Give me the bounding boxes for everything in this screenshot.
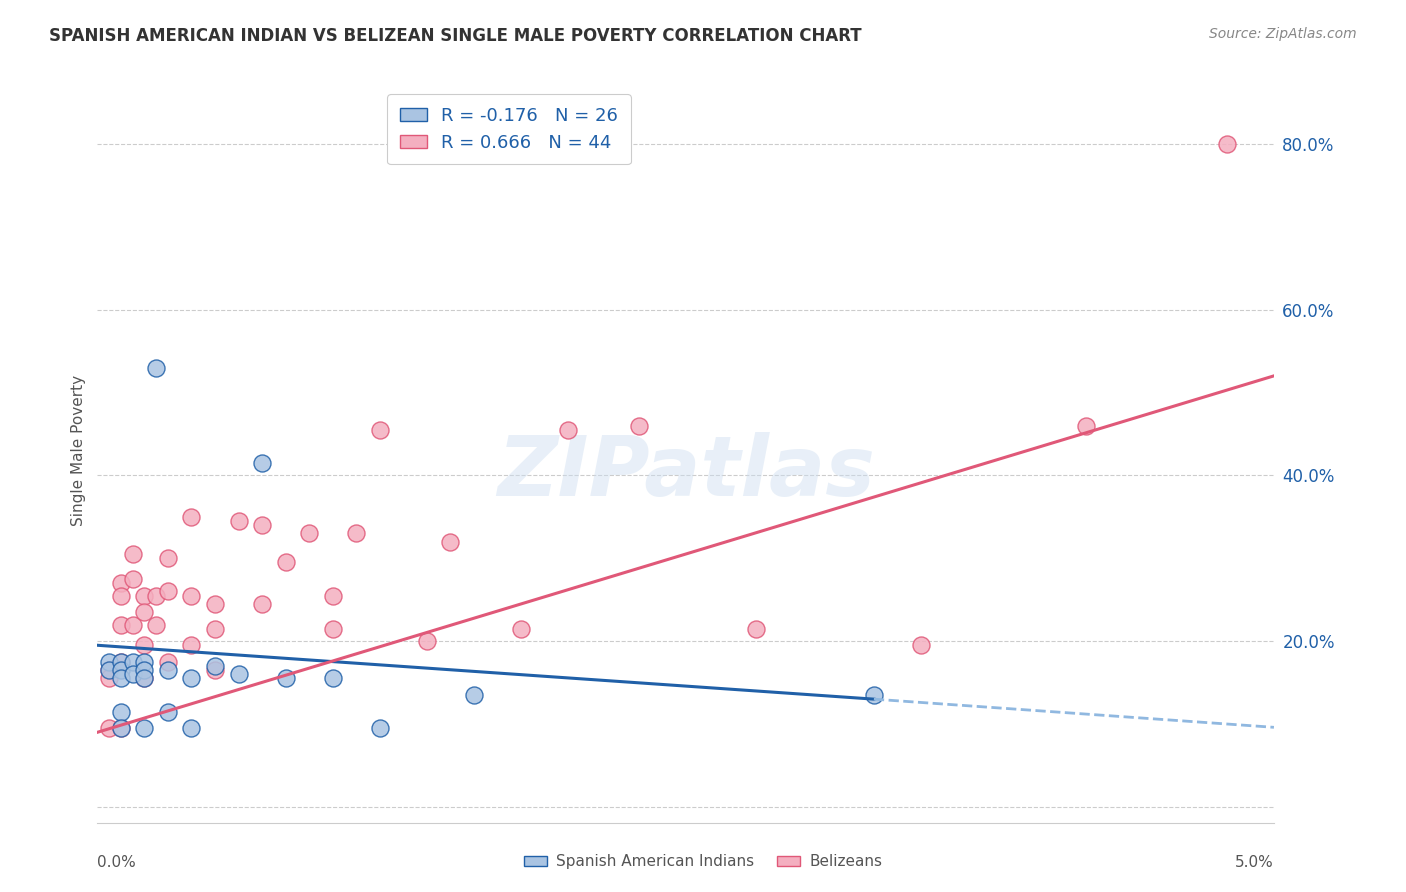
- Point: [228, 514, 250, 528]
- Y-axis label: Single Male Poverty: Single Male Poverty: [72, 375, 86, 526]
- Point: [98, 655, 121, 669]
- Point: [557, 423, 579, 437]
- Point: [110, 589, 132, 603]
- Point: [204, 597, 226, 611]
- Point: [509, 622, 531, 636]
- Point: [98, 672, 121, 686]
- Point: [298, 526, 321, 541]
- Point: [156, 551, 179, 566]
- Text: ZIPatlas: ZIPatlas: [496, 433, 875, 513]
- Point: [368, 423, 391, 437]
- Point: [134, 672, 156, 686]
- Point: [145, 589, 167, 603]
- Point: [745, 622, 768, 636]
- Point: [368, 721, 391, 735]
- Point: [110, 663, 132, 677]
- Point: [134, 663, 156, 677]
- Point: [121, 547, 143, 561]
- Point: [110, 617, 132, 632]
- Point: [121, 667, 143, 681]
- Text: SPANISH AMERICAN INDIAN VS BELIZEAN SINGLE MALE POVERTY CORRELATION CHART: SPANISH AMERICAN INDIAN VS BELIZEAN SING…: [49, 27, 862, 45]
- Point: [110, 721, 132, 735]
- Point: [180, 672, 202, 686]
- Point: [134, 721, 156, 735]
- Point: [156, 663, 179, 677]
- Point: [250, 597, 273, 611]
- Point: [1216, 136, 1239, 151]
- Text: 5.0%: 5.0%: [1236, 855, 1274, 870]
- Point: [863, 688, 886, 702]
- Point: [110, 655, 132, 669]
- Point: [121, 572, 143, 586]
- Point: [439, 534, 461, 549]
- Point: [274, 672, 297, 686]
- Point: [156, 655, 179, 669]
- Point: [416, 634, 439, 648]
- Point: [910, 638, 932, 652]
- Point: [322, 589, 344, 603]
- Point: [98, 663, 121, 677]
- Point: [134, 655, 156, 669]
- Point: [180, 721, 202, 735]
- Legend: R = -0.176   N = 26, R = 0.666   N = 44: R = -0.176 N = 26, R = 0.666 N = 44: [387, 94, 631, 164]
- Point: [145, 360, 167, 375]
- Point: [204, 663, 226, 677]
- Point: [110, 705, 132, 719]
- Point: [250, 456, 273, 470]
- Text: Source: ZipAtlas.com: Source: ZipAtlas.com: [1209, 27, 1357, 41]
- Point: [322, 622, 344, 636]
- Point: [1074, 418, 1097, 433]
- Point: [156, 705, 179, 719]
- Point: [322, 672, 344, 686]
- Text: 0.0%: 0.0%: [97, 855, 136, 870]
- Point: [627, 418, 650, 433]
- Point: [274, 555, 297, 569]
- Point: [180, 509, 202, 524]
- Point: [121, 617, 143, 632]
- Point: [98, 721, 121, 735]
- Point: [180, 638, 202, 652]
- Point: [134, 589, 156, 603]
- Point: [110, 672, 132, 686]
- Point: [204, 659, 226, 673]
- Point: [145, 617, 167, 632]
- Point: [228, 667, 250, 681]
- Point: [110, 721, 132, 735]
- Point: [134, 605, 156, 619]
- Point: [250, 518, 273, 533]
- Point: [98, 663, 121, 677]
- Point: [134, 638, 156, 652]
- Point: [156, 584, 179, 599]
- Point: [121, 655, 143, 669]
- Point: [204, 622, 226, 636]
- Point: [180, 589, 202, 603]
- Point: [344, 526, 367, 541]
- Point: [110, 655, 132, 669]
- Point: [134, 672, 156, 686]
- Legend: Spanish American Indians, Belizeans: Spanish American Indians, Belizeans: [517, 848, 889, 875]
- Point: [110, 576, 132, 591]
- Point: [463, 688, 485, 702]
